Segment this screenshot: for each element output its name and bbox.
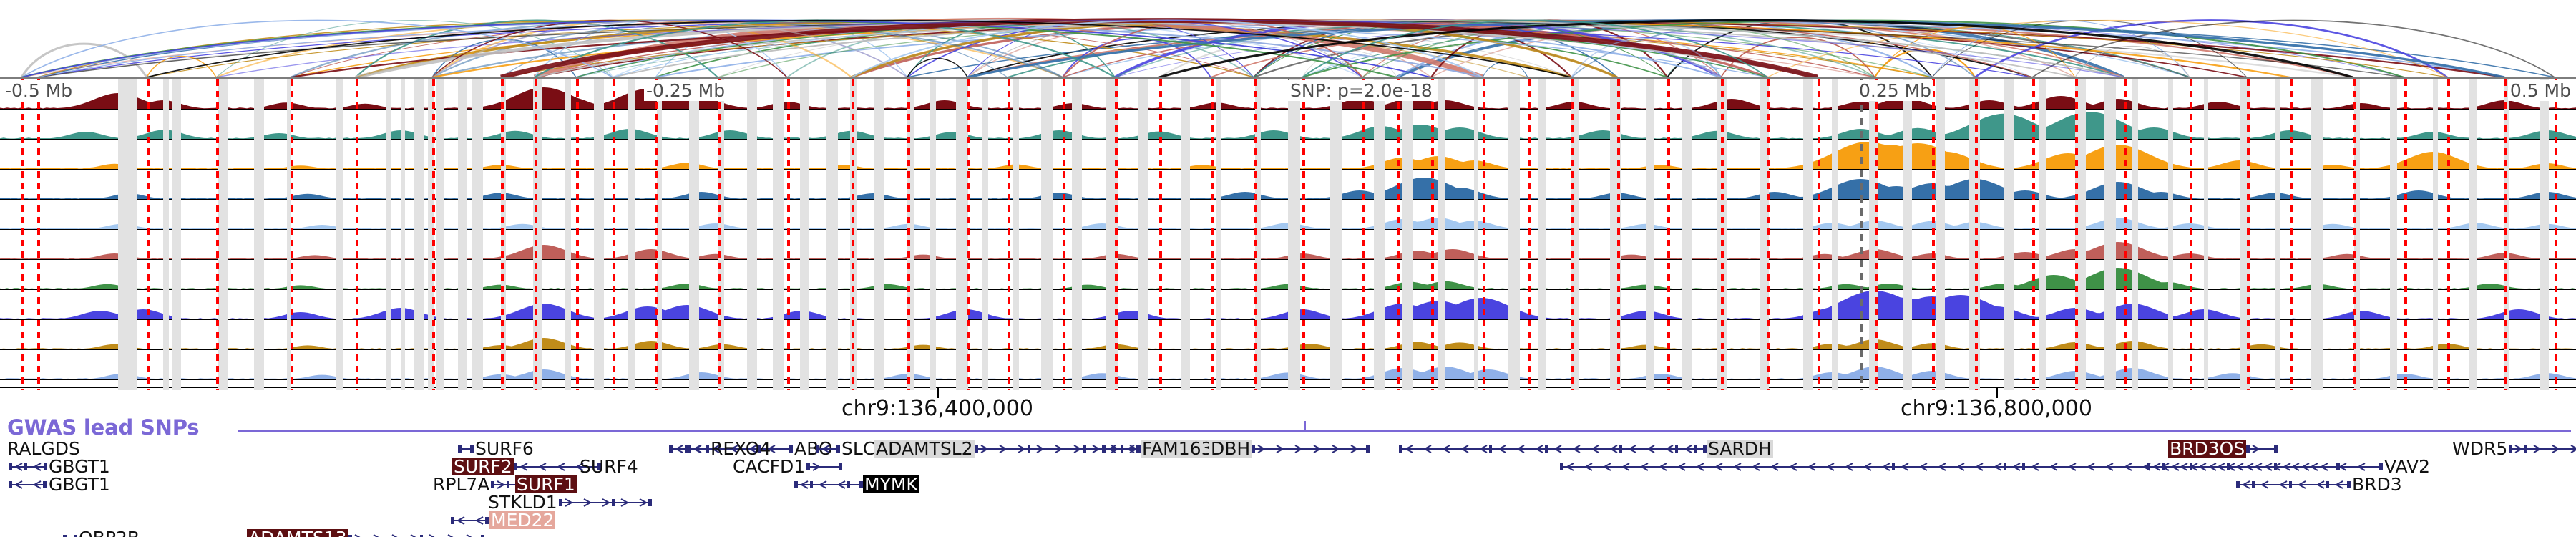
gene-name: DBH: [1209, 437, 1252, 459]
gene-entry[interactable]: GBGT1: [9, 456, 112, 475]
signal-profile-muscle: [0, 230, 2576, 259]
gene-name: WDR5: [2452, 437, 2508, 459]
gene-name: BRD3OS: [2168, 437, 2247, 459]
track-row[interactable]: [0, 110, 2576, 140]
signal-profile-pancreas: [0, 350, 2576, 379]
gene-model: [1399, 440, 1707, 458]
gene-entry[interactable]: OBP2B: [63, 528, 141, 537]
signal-track-stack: -0.5 Mb -0.25 Mb SNP: p=2.0e-18 0.25 Mb 0.5 …: [0, 77, 2576, 390]
gene-model: [1102, 440, 1141, 458]
gene-entry[interactable]: SURF2: [452, 456, 601, 475]
axis-tick: [1996, 388, 1998, 398]
gene-name: CACFD1: [733, 455, 806, 477]
track-row[interactable]: [0, 290, 2576, 320]
gene-entry[interactable]: MYMK: [794, 474, 919, 493]
signal-profile-kidney: [0, 79, 2576, 109]
gene-model: [2236, 475, 2351, 493]
gene-model: [2246, 440, 2278, 458]
gwas-connector-line: [238, 430, 2571, 432]
gene-model: [806, 458, 843, 475]
gene-model: [1252, 440, 1370, 458]
gene-name: REXO4: [711, 437, 771, 459]
signal-profile-brain: [0, 320, 2576, 349]
gwas-lead-snps-track: GWAS lead SNPs: [0, 415, 2576, 440]
gene-entry[interactable]: GBGT1: [9, 474, 112, 493]
axis-label: chr9:136,800,000: [1901, 396, 2092, 421]
gene-entry[interactable]: CACFD1: [731, 455, 843, 477]
signal-profile-lymphoblastoid: [0, 110, 2576, 139]
gene-name: MED22: [489, 509, 556, 531]
signal-profile-liver: [0, 290, 2576, 319]
gene-entry[interactable]: DBH: [1209, 438, 1370, 458]
gene-model: [2509, 440, 2576, 458]
gene-model: [9, 458, 47, 475]
gene-model: [63, 529, 77, 537]
gene-entry[interactable]: MED22: [451, 509, 556, 531]
gene-model: [2147, 458, 2383, 475]
gene-model: [348, 529, 484, 537]
gene-name: ADAMTS13: [247, 528, 348, 537]
track-row[interactable]: [0, 260, 2576, 290]
gene-entry[interactable]: STKLD1: [487, 492, 652, 511]
gene-model: [458, 440, 474, 458]
signal-profile-endocrine: [0, 200, 2576, 229]
gene-model: [513, 458, 601, 475]
track-row[interactable]: [0, 230, 2576, 260]
gene-name: SURF6: [475, 437, 534, 459]
gene-entry[interactable]: SURF1: [515, 474, 577, 493]
gene-entry[interactable]: REXO4: [669, 438, 772, 458]
gene-name: VAV2: [2384, 455, 2431, 477]
gene-entry[interactable]: SURF6: [458, 438, 535, 458]
gene-entry[interactable]: BRD3: [2236, 474, 2404, 493]
gene-model: [816, 440, 840, 458]
gene-name: SARDH: [1707, 437, 1773, 459]
gene-entry[interactable]: RALGDS: [6, 438, 82, 458]
gene-name: SURF1: [515, 473, 577, 495]
gene-entry[interactable]: FAM163B: [1102, 438, 1226, 458]
track-row[interactable]: -0.5 Mb -0.25 Mb SNP: p=2.0e-18 0.25 Mb 0.5 …: [0, 79, 2576, 110]
gene-model: [669, 440, 709, 458]
gene-name: RPL7A: [433, 473, 490, 495]
gene-name: GBGT1: [49, 455, 110, 477]
signal-profile-es-deriv: [0, 170, 2576, 199]
gene-model: [558, 493, 652, 511]
gene-name: OBP2B: [77, 529, 141, 537]
chromatin-interaction-arcs: [0, 0, 2576, 77]
gene-model: [9, 475, 47, 493]
track-row[interactable]: [0, 320, 2576, 350]
gene-entry[interactable]: VAV2: [2147, 456, 2431, 475]
track-row[interactable]: [0, 140, 2576, 170]
track-row[interactable]: [0, 170, 2576, 200]
gene-entry[interactable]: ADAMTSL2: [874, 438, 1189, 458]
gene-name: ADAMTSL2: [874, 437, 975, 459]
gene-name: STKLD1: [488, 491, 557, 513]
gene-name: GBGT1: [49, 473, 110, 495]
signal-profile-epithelial: [0, 140, 2576, 169]
gene-model: [794, 475, 863, 493]
gene-entry[interactable]: SURF4: [578, 456, 640, 475]
gene-entry[interactable]: RPL7A: [431, 473, 525, 495]
gene-name: SURF2: [452, 455, 514, 477]
track-row[interactable]: [0, 350, 2576, 380]
track-row[interactable]: [0, 200, 2576, 230]
gene-entry[interactable]: BRD3OS: [2168, 438, 2278, 458]
signal-profile-hsc-b-cell: [0, 260, 2576, 289]
gene-name: RALGDS: [7, 437, 80, 459]
gene-name: BRD3: [2352, 473, 2402, 495]
gene-entry[interactable]: SARDH: [1399, 438, 1773, 458]
axis-label: chr9:136,400,000: [841, 396, 1033, 421]
gene-entry[interactable]: WDR5: [2451, 438, 2576, 458]
gene-model: [451, 511, 489, 529]
gene-entry[interactable]: ADAMTS13: [247, 528, 484, 537]
axis-tick: [937, 388, 939, 398]
gwas-lead-snps-label: GWAS lead SNPs: [7, 415, 200, 440]
gene-name: MYMK: [863, 473, 919, 495]
coordinate-axis: chr9:136,400,000 chr9:136,800,000: [0, 388, 2576, 421]
gene-annotation-track: RALGDSABOSURF6REXO4SLC2A6ADAMTSL2FAM163B…: [0, 438, 2576, 537]
gene-name: SURF4: [580, 455, 638, 477]
gwas-connector-kink: [1304, 421, 1306, 431]
